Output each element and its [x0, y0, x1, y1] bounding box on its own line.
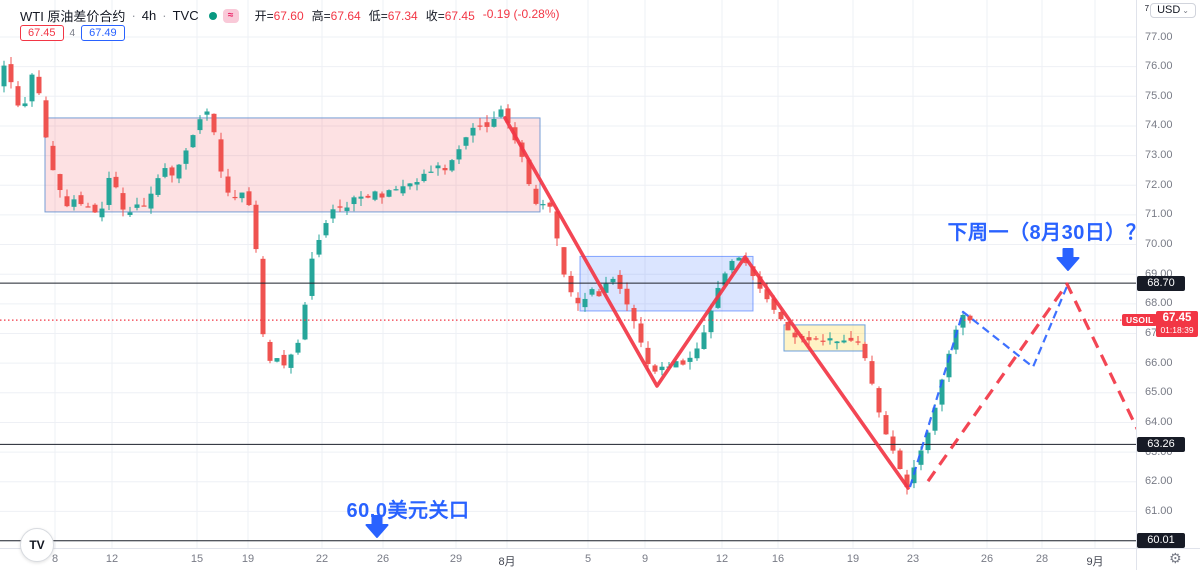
- time-tick-label: 8: [51, 553, 59, 565]
- support-resistance-lines: [0, 282, 1137, 542]
- price-tick-label: 66.00: [1145, 356, 1173, 369]
- high-label: 高=: [311, 9, 331, 23]
- price-tick-label: 72.00: [1145, 178, 1173, 191]
- price-tick-label: 73.00: [1145, 149, 1173, 162]
- settings-gear-icon[interactable]: ⚙: [1169, 550, 1182, 566]
- time-tick-label: 12: [105, 553, 119, 565]
- time-tick-label: 5: [584, 553, 592, 565]
- exchange-label: TVC: [172, 8, 199, 23]
- tradingview-logo[interactable]: TV: [20, 528, 54, 562]
- open-label: 开=: [254, 9, 274, 23]
- current-price-tag: 67.45 01:18:39: [1156, 310, 1198, 337]
- chevron-down-icon: ⌄: [1182, 6, 1189, 15]
- supply-zone-red: [44, 117, 541, 213]
- currency-dropdown[interactable]: USD ⌄: [1150, 3, 1196, 18]
- price-tick-label: 70.00: [1145, 238, 1173, 251]
- price-axis-border: [1136, 0, 1137, 570]
- separator: ·: [131, 8, 136, 23]
- separator: ·: [162, 8, 167, 23]
- time-tick-label: 26: [376, 553, 390, 565]
- usoil-symbol-tag: USOIL: [1122, 313, 1158, 326]
- time-tick-label: 22: [315, 553, 329, 565]
- price-tick-label: 77.00: [1145, 30, 1173, 43]
- highlight-zones: [44, 117, 866, 352]
- interval-label[interactable]: 4h: [141, 8, 157, 23]
- time-tick-label: 8月: [498, 556, 516, 568]
- blue-down-arrow-icon: [1056, 248, 1080, 271]
- spread-value: 4: [69, 27, 76, 39]
- currency-label: USD: [1157, 4, 1181, 16]
- low-value: 67.34: [387, 9, 418, 23]
- price-tick-label: 75.00: [1145, 89, 1173, 102]
- time-tick-label: 26: [980, 553, 994, 565]
- close-label: 收=: [425, 9, 445, 23]
- price-level-tag: 60.01: [1137, 533, 1185, 549]
- bar-countdown: 01:18:39: [1160, 324, 1194, 335]
- price-tick-label: 61.00: [1145, 504, 1173, 517]
- chart-header: WTI 原油差价合约 · 4h · TVC ≈ 开=67.60 高=67.64 …: [20, 6, 559, 25]
- time-tick-label: 16: [771, 553, 785, 565]
- time-tick-label: 9: [641, 553, 649, 565]
- high-value: 67.64: [330, 9, 361, 23]
- price-level-tag: 68.70: [1137, 275, 1185, 291]
- buy-price-button[interactable]: 67.49: [81, 25, 125, 41]
- blue-dashed-projection: [908, 283, 1070, 488]
- red-zigzag-trendline: [503, 116, 910, 490]
- open-value: 67.60: [273, 9, 304, 23]
- time-tick-label: 23: [906, 553, 920, 565]
- price-level-tag: 63.26: [1137, 436, 1185, 452]
- time-tick-label: 12: [715, 553, 729, 565]
- market-status-dot-icon: [208, 11, 217, 20]
- time-axis-border: [0, 548, 1200, 549]
- time-tick-label: 19: [846, 553, 860, 565]
- price-tick-label: 76.00: [1145, 60, 1173, 73]
- time-tick-label: 29: [449, 553, 463, 565]
- time-tick-label: 15: [190, 553, 204, 565]
- ohlc-values: 开=67.60 高=67.64 低=67.34 收=67.45 -0.19 (-…: [255, 7, 560, 24]
- price-tick-label: 71.00: [1145, 208, 1173, 221]
- blue-down-arrow-icon: [365, 515, 389, 538]
- time-tick-label: 19: [241, 553, 255, 565]
- close-value: 67.45: [444, 9, 475, 23]
- time-tick-label: 28: [1035, 553, 1049, 565]
- red-dashed-projection: [926, 282, 1137, 483]
- time-tick-label: 9月: [1086, 556, 1104, 568]
- annotation-support-text: 60.0美元关口: [346, 500, 470, 522]
- price-tick-label: 68.00: [1145, 297, 1173, 310]
- price-chart-canvas[interactable]: [0, 0, 1137, 548]
- current-price-value: 67.45: [1162, 311, 1192, 324]
- low-label: 低=: [368, 9, 388, 23]
- grid: [0, 0, 1137, 548]
- price-tick-label: 74.00: [1145, 119, 1173, 132]
- symbol-title[interactable]: WTI 原油差价合约: [20, 9, 126, 24]
- price-tick-label: 65.00: [1145, 386, 1173, 399]
- price-tick-label: 64.00: [1145, 415, 1173, 428]
- annotation-monday-text: 下周一（8月30日）？: [947, 222, 1147, 244]
- price-tick-label: 62.00: [1145, 475, 1173, 488]
- change-value: -0.19 (-0.28%): [482, 7, 560, 21]
- currency-selector[interactable]: 7 USD ⌄: [1145, 3, 1196, 18]
- sell-price-button[interactable]: 67.45: [20, 25, 64, 41]
- badge-count: 7: [1144, 4, 1150, 13]
- bid-ask-row: 67.45 4 67.49: [20, 25, 125, 41]
- indicator-icon[interactable]: ≈: [222, 8, 239, 23]
